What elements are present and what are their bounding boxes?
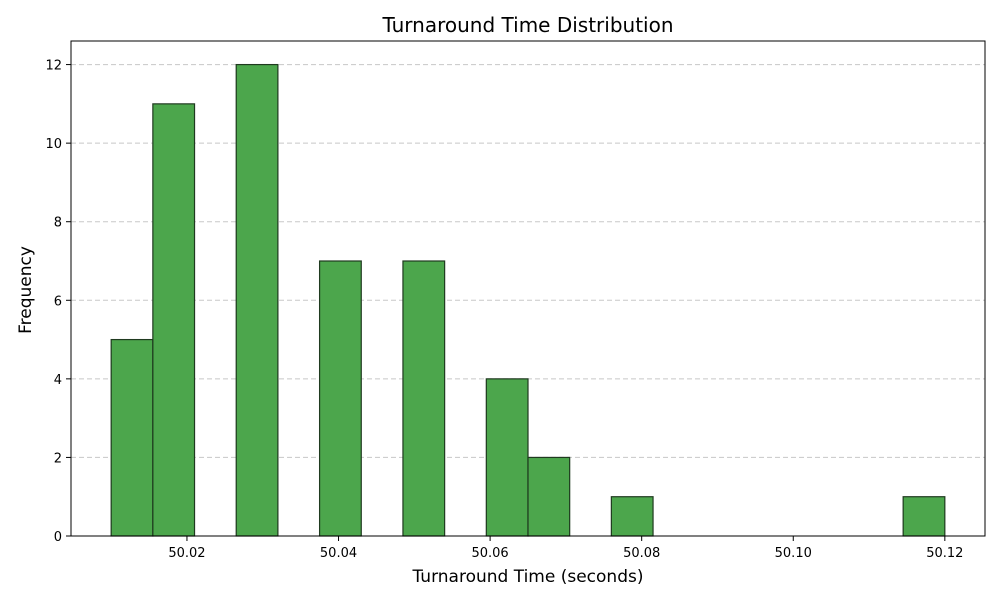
- grid-lines: [71, 64, 985, 458]
- bar-19: [902, 496, 946, 537]
- y-axis-label: Frequency: [16, 246, 36, 334]
- y-tick-label-4: 8: [54, 216, 62, 231]
- x-tick-label-5: 50.12: [926, 546, 963, 561]
- x-axis-label: Turnaround Time (seconds): [412, 567, 644, 587]
- y-tick-label-3: 6: [54, 294, 62, 309]
- y-tick-label-1: 2: [54, 451, 62, 466]
- x-tick-label-0: 50.02: [168, 546, 205, 561]
- x-tick-label-3: 50.08: [623, 546, 660, 561]
- bar-7: [402, 260, 446, 537]
- y-tick-label-5: 10: [45, 137, 62, 152]
- bar-1: [152, 103, 196, 537]
- bar-0: [110, 338, 154, 537]
- y-tick-label-0: 0: [54, 530, 62, 545]
- y-tick-label-6: 12: [45, 59, 62, 74]
- x-tick-label-2: 50.06: [471, 546, 508, 561]
- chart-title: Turnaround Time Distribution: [381, 13, 673, 37]
- bar-3: [235, 63, 279, 537]
- bars: [110, 63, 946, 537]
- bar-5: [318, 260, 362, 537]
- y-axis-ticks: 0 2 4 6 8 10 12: [45, 59, 71, 545]
- bar-12: [610, 496, 654, 537]
- x-axis-ticks: 50.02 50.04 50.06 50.08 50.10 50.12: [168, 536, 963, 561]
- plot-frame: [70, 40, 986, 537]
- x-tick-label-4: 50.10: [775, 546, 812, 561]
- bar-10: [527, 456, 571, 537]
- y-tick-label-2: 4: [54, 373, 62, 388]
- bar-9: [485, 378, 529, 537]
- x-tick-label-1: 50.04: [320, 546, 357, 561]
